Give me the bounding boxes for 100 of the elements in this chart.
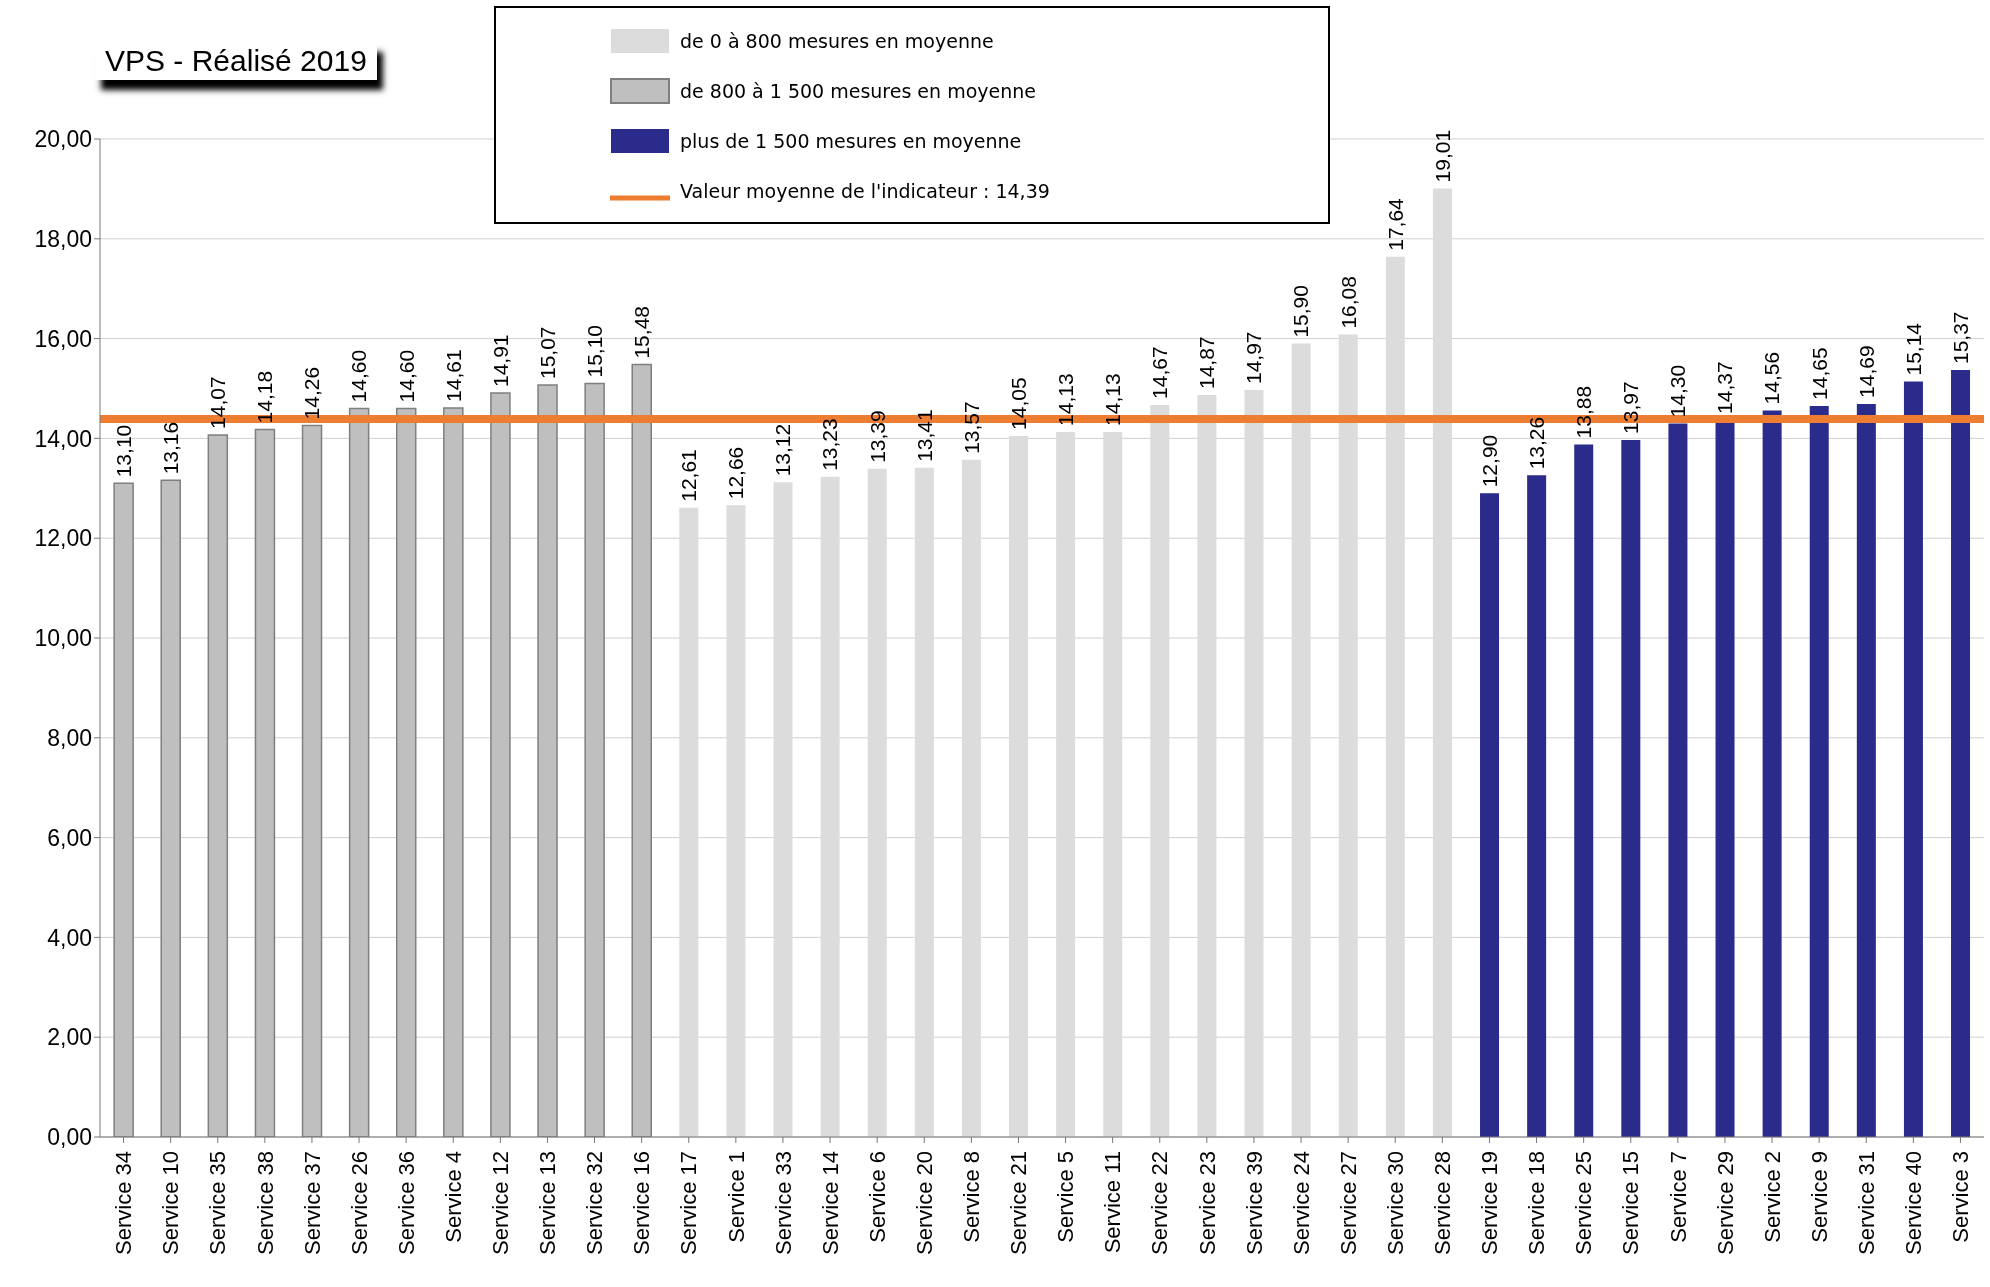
y-tick-label: 16,00 [34, 325, 92, 352]
legend-label: Valeur moyenne de l'indicateur : 14,39 [680, 180, 1050, 202]
x-tick-label: Service 13 [535, 1151, 561, 1255]
y-tick-label: 0,00 [47, 1124, 92, 1151]
x-tick-label: Service 34 [111, 1151, 137, 1255]
data-label: 15,90 [1289, 285, 1313, 338]
data-label: 14,61 [441, 349, 465, 402]
data-label: 12,61 [677, 449, 701, 502]
data-label: 14,67 [1148, 346, 1172, 399]
y-tick-label: 6,00 [47, 824, 92, 851]
data-label: 12,90 [1477, 434, 1501, 488]
data-label: 15,48 [630, 305, 654, 359]
data-label: 14,91 [488, 334, 512, 387]
x-tick-label: Service 30 [1382, 1151, 1408, 1255]
bar [1856, 403, 1876, 1137]
x-tick-label: Service 24 [1288, 1151, 1314, 1255]
y-tick-label: 2,00 [47, 1024, 92, 1051]
data-label: 14,13 [1101, 373, 1125, 426]
x-tick-label: Service 27 [1335, 1151, 1361, 1255]
bar [1668, 423, 1688, 1137]
x-tick-label: Service 23 [1194, 1151, 1220, 1255]
y-tick-label: 12,00 [34, 525, 92, 552]
x-tick-label: Service 32 [582, 1151, 608, 1255]
data-label: 13,41 [912, 409, 936, 462]
y-tick-label: 10,00 [34, 625, 92, 652]
bar [1480, 493, 1500, 1137]
x-tick-label: Service 20 [911, 1151, 937, 1255]
data-label: 14,69 [1854, 345, 1878, 398]
bar [1903, 381, 1923, 1137]
x-tick-label: Service 37 [299, 1151, 325, 1255]
data-label: 17,64 [1383, 197, 1407, 251]
data-label: 13,16 [159, 421, 183, 475]
data-label: 14,56 [1760, 351, 1784, 405]
y-tick-label: 8,00 [47, 724, 92, 751]
x-tick-label: Service 4 [440, 1151, 466, 1243]
bar [1527, 475, 1547, 1137]
x-tick-label: Service 35 [205, 1151, 231, 1255]
legend-label: plus de 1 500 mesures en moyenne [680, 130, 1022, 152]
data-label: 14,87 [1195, 336, 1219, 389]
x-tick-label: Service 9 [1806, 1151, 1832, 1243]
data-label: 15,10 [582, 324, 606, 378]
x-tick-label: Service 38 [252, 1151, 278, 1255]
data-label: 13,26 [1524, 416, 1548, 470]
data-label: 13,97 [1619, 381, 1643, 434]
x-tick-label: Service 1 [723, 1151, 749, 1243]
data-label: 15,07 [535, 326, 559, 380]
y-tick-label: 14,00 [34, 425, 92, 452]
x-tick-label: Service 17 [676, 1151, 702, 1255]
y-tick-label: 4,00 [47, 924, 92, 951]
data-label: 16,08 [1336, 276, 1360, 329]
x-tick-label: Service 2 [1759, 1151, 1785, 1243]
x-tick-label: Service 5 [1053, 1151, 1079, 1243]
x-tick-label: Service 21 [1006, 1151, 1032, 1255]
x-tick-label: Service 26 [346, 1151, 372, 1255]
data-label: 14,30 [1666, 364, 1690, 418]
x-tick-label: Service 12 [488, 1151, 514, 1255]
x-tick-label: Service 8 [959, 1151, 985, 1243]
x-tick-label: Service 31 [1853, 1151, 1879, 1255]
data-label: 14,26 [300, 366, 324, 420]
data-label: 13,23 [818, 418, 842, 471]
x-tick-label: Service 6 [864, 1151, 890, 1243]
data-label: 19,01 [1430, 129, 1454, 183]
x-tick-label: Service 33 [770, 1151, 796, 1255]
data-label: 14,37 [1713, 361, 1737, 414]
data-label: 13,10 [111, 424, 135, 478]
data-label: 15,14 [1901, 322, 1925, 376]
x-tick-label: Service 16 [629, 1151, 655, 1255]
chart-title: VPS - Réalisé 2019 [95, 42, 377, 80]
data-label: 13,88 [1572, 385, 1596, 439]
bar [1762, 410, 1782, 1137]
x-tick-label: Service 36 [393, 1151, 419, 1255]
x-tick-label: Service 18 [1524, 1151, 1550, 1255]
data-label: 14,05 [1006, 377, 1030, 430]
data-label: 14,97 [1242, 331, 1266, 384]
x-tick-label: Service 14 [817, 1151, 843, 1255]
data-label: 13,39 [865, 410, 889, 463]
data-label: 13,12 [771, 423, 795, 477]
legend-label: de 800 à 1 500 mesures en moyenne [680, 80, 1036, 102]
bar [1574, 444, 1594, 1137]
x-tick-label: Service 7 [1665, 1151, 1691, 1243]
data-label: 13,57 [959, 401, 983, 454]
bar [1621, 439, 1641, 1137]
x-tick-label: Service 29 [1712, 1151, 1738, 1255]
data-label: 12,66 [724, 446, 748, 500]
x-tick-label: Service 10 [158, 1151, 184, 1255]
x-tick-label: Service 28 [1430, 1151, 1456, 1255]
data-label: 14,18 [253, 370, 277, 424]
bar [1951, 370, 1971, 1137]
bar [1809, 405, 1829, 1137]
data-label: 15,37 [1948, 311, 1972, 365]
y-tick-label: 20,00 [34, 126, 92, 153]
data-label: 14,60 [394, 349, 418, 403]
data-label: 14,13 [1053, 373, 1077, 426]
data-label: 14,60 [347, 349, 371, 403]
x-tick-label: Service 40 [1901, 1151, 1927, 1255]
data-label: 14,65 [1807, 347, 1831, 400]
legend-label: de 0 à 800 mesures en moyenne [680, 30, 994, 52]
x-tick-label: Service 25 [1571, 1151, 1597, 1255]
x-tick-label: Service 15 [1618, 1151, 1644, 1255]
x-tick-label: Service 22 [1147, 1151, 1173, 1255]
